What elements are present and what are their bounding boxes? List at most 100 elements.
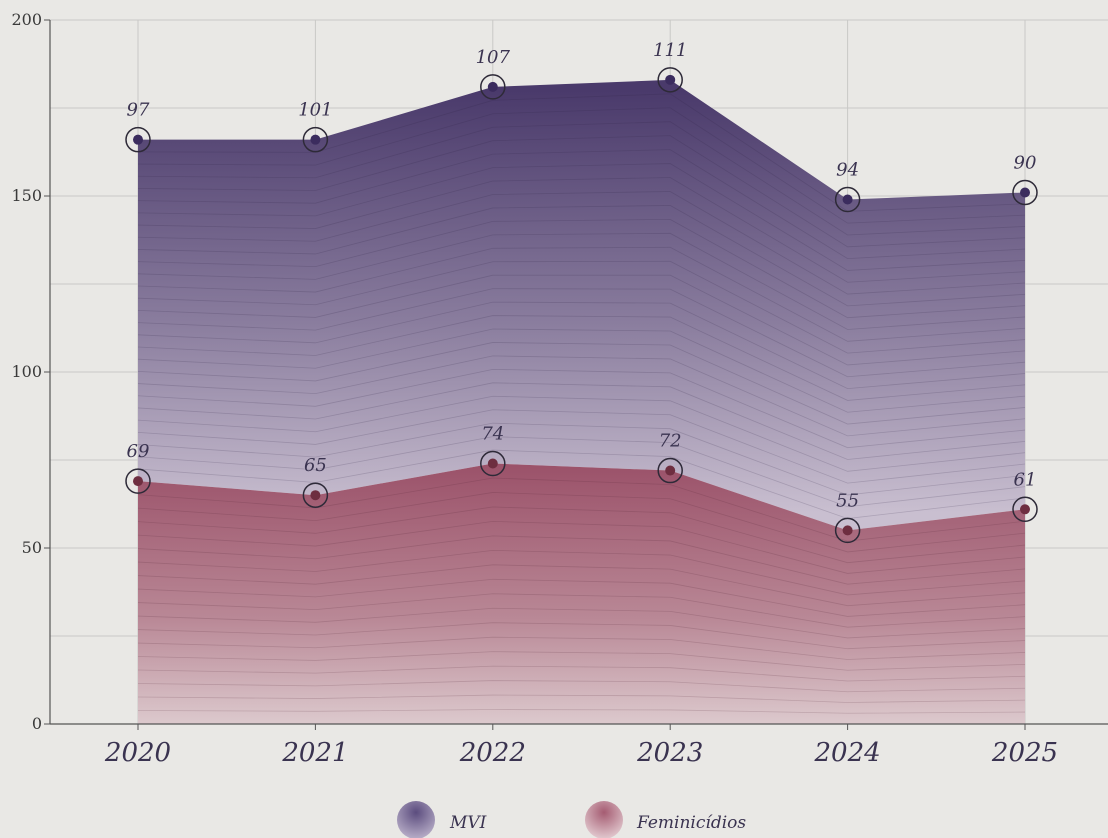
mvi-contour-line — [137, 163, 1026, 271]
mvi-marker-ring — [125, 126, 151, 153]
mvi-contour-line — [137, 191, 1026, 295]
mvi-contour-line — [137, 409, 1026, 484]
mvi-data-point[interactable] — [133, 134, 143, 145]
feminicidios-contour-line — [137, 694, 1026, 703]
feminicidios-contour-line — [137, 680, 1026, 693]
feminicidios-contour-line — [137, 622, 1026, 650]
feminicidios-data-point[interactable] — [133, 476, 143, 487]
mvi-contour-line — [137, 328, 1026, 413]
feminicidios-contour-line — [137, 549, 1026, 596]
legend-label-feminicidios: Feminicídios — [636, 813, 746, 833]
mvi-contour-line — [137, 121, 1026, 236]
mvi-data-point[interactable] — [1020, 187, 1030, 198]
x-tick-label: 2024 — [814, 738, 881, 768]
mvi-contour-line — [137, 135, 1026, 248]
mvi-contour-line — [137, 449, 1026, 519]
mvi-contour-line — [137, 342, 1026, 425]
mvi-contour-line — [137, 107, 1026, 224]
mvi-contour-line — [137, 93, 1026, 212]
mvi-contour-line — [137, 218, 1026, 319]
feminicidios-data-point[interactable] — [1020, 504, 1030, 515]
mvi-contour-line — [137, 288, 1026, 378]
x-tick-label: 2020 — [104, 738, 171, 768]
feminicidios-marker-ring — [657, 457, 683, 484]
x-tick-label: 2021 — [281, 738, 348, 768]
axes: 0 50 100 150 200 2020 2021 2022 2023 2024 2025 — [11, 10, 1108, 768]
mvi-contour-line — [137, 274, 1026, 366]
mvi-data-point[interactable] — [665, 74, 676, 85]
feminicidios-contour-line — [137, 665, 1026, 682]
y-tick-label: 100 — [11, 362, 42, 381]
mvi-data-label: 111 — [653, 40, 687, 61]
data-labels: 97 69 101 65 107 74 111 72 94 55 90 61 — [127, 40, 1037, 512]
feminicidios-contour-line — [137, 593, 1026, 628]
mvi-contour-line — [137, 436, 1026, 508]
legend-swatch-mvi — [397, 801, 435, 838]
mvi-marker-ring — [657, 67, 683, 93]
y-tick-label: 200 — [11, 10, 42, 29]
mvi-contour-line — [137, 205, 1026, 307]
legend-swatch-feminicidios — [585, 801, 623, 838]
mvi-contour-line — [137, 395, 1026, 472]
mvi-contour-line — [137, 315, 1026, 401]
mvi-contour-line — [137, 149, 1026, 260]
y-tick-label: 150 — [11, 186, 42, 205]
feminicidios-contour-line — [137, 651, 1026, 671]
mvi-contour-line — [137, 177, 1026, 283]
feminicidios-data-label: 74 — [481, 424, 504, 445]
feminicidios-data-label: 72 — [659, 431, 682, 452]
feminicidios-contour-line — [137, 564, 1026, 607]
feminicidios-contour-line — [137, 521, 1026, 574]
y-tick-label: 50 — [22, 538, 42, 557]
y-tick-label: 0 — [32, 714, 42, 733]
mvi-marker-ring — [1012, 179, 1038, 206]
feminicidios-contour-line — [137, 477, 1026, 542]
mvi-data-label: 90 — [1014, 152, 1037, 173]
feminicidios-contour-line — [137, 535, 1026, 585]
x-tick-label: 2025 — [991, 738, 1058, 768]
feminicidios-data-label: 61 — [1014, 469, 1037, 490]
legend-item-feminicidios[interactable]: Feminicídios — [585, 801, 746, 838]
feminicidios-contour-line — [137, 578, 1026, 617]
mvi-contour-line — [137, 246, 1026, 342]
legend: MVI Feminicídios — [397, 801, 746, 838]
mvi-contour-line — [137, 232, 1026, 330]
data-markers — [125, 67, 1038, 544]
mvi-data-point[interactable] — [842, 194, 853, 205]
x-tick-label: 2023 — [636, 738, 703, 768]
feminicidios-data-label: 55 — [836, 490, 859, 511]
mvi-contour-line — [137, 260, 1026, 354]
mvi-marker-ring — [834, 186, 861, 213]
mvi-contour-line — [137, 355, 1026, 437]
mvi-contour-line — [137, 368, 1026, 449]
mvi-data-point[interactable] — [487, 81, 498, 92]
feminicidios-marker-ring — [480, 450, 506, 477]
feminicidios-contour-line — [137, 636, 1026, 660]
feminicidios-data-label: 69 — [127, 441, 150, 462]
feminicidios-marker-ring — [125, 468, 151, 494]
feminicidios-contour-line — [137, 709, 1026, 714]
x-tick-label: 2022 — [459, 738, 526, 768]
area-layer — [137, 79, 1026, 724]
mvi-contour-line — [137, 422, 1026, 496]
feminicidios-contour-line — [137, 492, 1026, 553]
feminicidios-data-point[interactable] — [665, 465, 676, 476]
area-mvi — [138, 79, 1025, 531]
mvi-data-label: 101 — [298, 100, 332, 121]
feminicidios-marker-ring — [1012, 496, 1038, 523]
mvi-data-label: 97 — [127, 100, 150, 121]
legend-label-mvi: MVI — [449, 813, 487, 833]
feminicidios-data-point[interactable] — [310, 490, 321, 501]
feminicidios-data-point[interactable] — [487, 458, 498, 469]
feminicidios-data-point[interactable] — [842, 525, 853, 536]
legend-item-mvi[interactable]: MVI — [397, 801, 487, 838]
feminicidios-data-label: 65 — [304, 455, 327, 476]
mvi-data-point[interactable] — [310, 134, 321, 145]
mvi-data-label: 107 — [476, 47, 511, 68]
mvi-contour-line — [137, 301, 1026, 390]
feminicidios-marker-ring — [834, 517, 861, 544]
feminicidios-marker-ring — [302, 482, 329, 508]
mvi-marker-ring — [480, 74, 506, 100]
feminicidios-contour-line — [137, 506, 1026, 564]
